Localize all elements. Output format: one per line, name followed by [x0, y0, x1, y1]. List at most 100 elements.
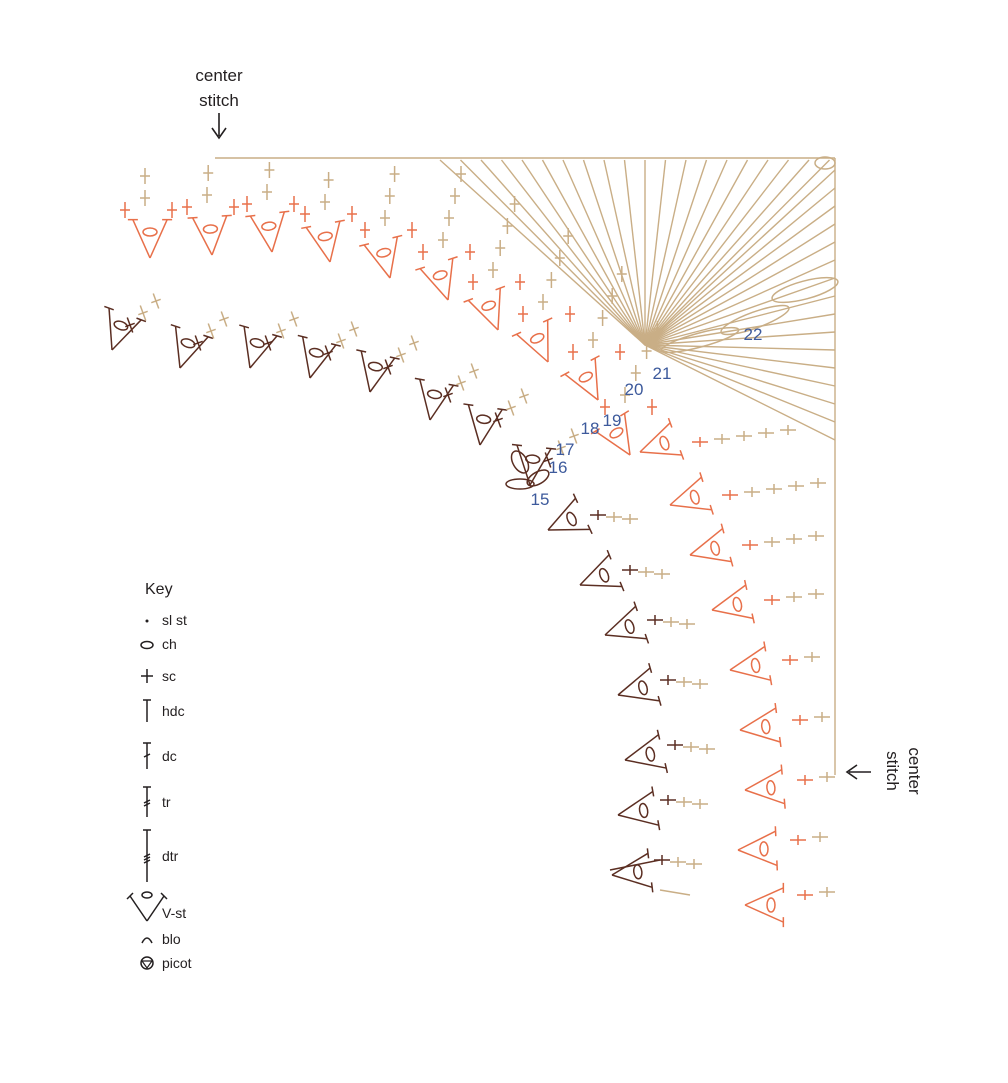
chain — [815, 157, 835, 169]
stitch-line — [512, 332, 521, 336]
stitch-line — [361, 351, 370, 392]
stitch-line — [303, 337, 310, 378]
stitch-line — [543, 160, 646, 345]
stitch-line — [738, 850, 777, 865]
stitch-line — [497, 409, 507, 410]
chain — [750, 658, 760, 673]
stitch-line — [645, 160, 686, 345]
stitch-line — [775, 703, 776, 713]
stitch-line — [461, 160, 646, 345]
right-label-line: center — [905, 747, 924, 795]
stitch-line — [150, 220, 167, 258]
chain — [432, 269, 448, 281]
key-symbol — [130, 896, 147, 921]
chain — [645, 746, 656, 761]
top-arrow — [212, 113, 226, 138]
top-label-line: center — [195, 66, 243, 85]
stitch-line — [330, 221, 340, 262]
stitch-line — [645, 160, 809, 345]
stitch-line — [745, 888, 783, 905]
chain — [203, 225, 217, 234]
key-label: dtr — [162, 848, 179, 864]
stitch-line — [770, 675, 772, 685]
stitch-line — [668, 418, 671, 427]
stitch-line — [640, 452, 682, 455]
chain — [658, 435, 670, 451]
key-label: V-st — [162, 905, 186, 921]
stitch-line — [658, 820, 660, 830]
stitch-line — [133, 220, 150, 258]
right-arrow — [847, 765, 871, 779]
chain — [143, 228, 157, 236]
stitch-line — [618, 815, 659, 825]
chain — [637, 680, 649, 696]
key-symbol — [141, 642, 153, 649]
stitch-line — [310, 345, 336, 378]
stitch-line — [740, 730, 780, 742]
stitch-line — [222, 215, 232, 216]
stitch-line — [745, 770, 782, 790]
key-label: blo — [162, 931, 181, 947]
stitch-line — [670, 477, 701, 505]
stitch-line — [250, 336, 277, 368]
right-label: center stitch — [883, 747, 924, 795]
row-number: 17 — [556, 440, 575, 459]
stitch-line — [522, 160, 645, 345]
stitch-line — [188, 217, 198, 218]
stitch-diagram — [104, 157, 840, 927]
stitch-line — [272, 212, 284, 252]
key-symbol — [146, 620, 149, 623]
stitch-line — [390, 357, 400, 359]
stitch-line — [738, 831, 776, 850]
stitch-line — [301, 227, 311, 229]
stitch-line — [565, 374, 598, 400]
stitch-line — [645, 160, 727, 345]
stitch-line — [690, 529, 723, 555]
chain — [249, 337, 265, 349]
stitch-line — [712, 585, 746, 610]
chain — [624, 619, 636, 635]
chain — [638, 803, 648, 818]
stitch-line — [580, 585, 622, 587]
key-label: picot — [162, 955, 192, 971]
row-number: 18 — [581, 419, 600, 438]
stitch-line — [464, 299, 473, 303]
stitch-line — [180, 337, 208, 368]
stitch-line — [625, 760, 666, 768]
chain — [180, 337, 196, 349]
stitch-line — [781, 765, 782, 775]
stitch-line — [645, 345, 835, 404]
stitch-line — [645, 206, 835, 345]
stitch-line — [645, 345, 835, 440]
stitch-line — [250, 216, 272, 252]
stitch-line — [607, 550, 611, 559]
key-symbol — [142, 938, 152, 943]
stitch-line — [625, 735, 659, 760]
stitch-line — [752, 614, 754, 624]
stitch-line — [784, 799, 785, 809]
chain — [508, 448, 532, 476]
stitch-line — [612, 875, 652, 887]
chain — [598, 567, 611, 583]
stitch-line — [245, 215, 255, 216]
stitch-line — [660, 890, 690, 895]
stitch-line — [645, 160, 830, 345]
stitch-line — [448, 258, 453, 300]
stitch-line — [645, 345, 835, 350]
stitch-line — [645, 160, 789, 345]
stitch-line — [670, 505, 712, 510]
key-label: hdc — [162, 703, 185, 719]
stitch-line — [745, 580, 747, 590]
key-label: sc — [162, 668, 176, 684]
row-number: 22 — [744, 325, 763, 344]
stitch-line — [176, 326, 180, 368]
stitch-line — [468, 405, 480, 445]
stitch-line — [364, 245, 390, 278]
chain — [761, 719, 771, 734]
stitch-line — [645, 332, 835, 345]
stitch-line — [481, 160, 645, 345]
stitch-line — [645, 278, 835, 345]
stitch-line — [279, 211, 289, 212]
stitch-line — [109, 308, 112, 350]
